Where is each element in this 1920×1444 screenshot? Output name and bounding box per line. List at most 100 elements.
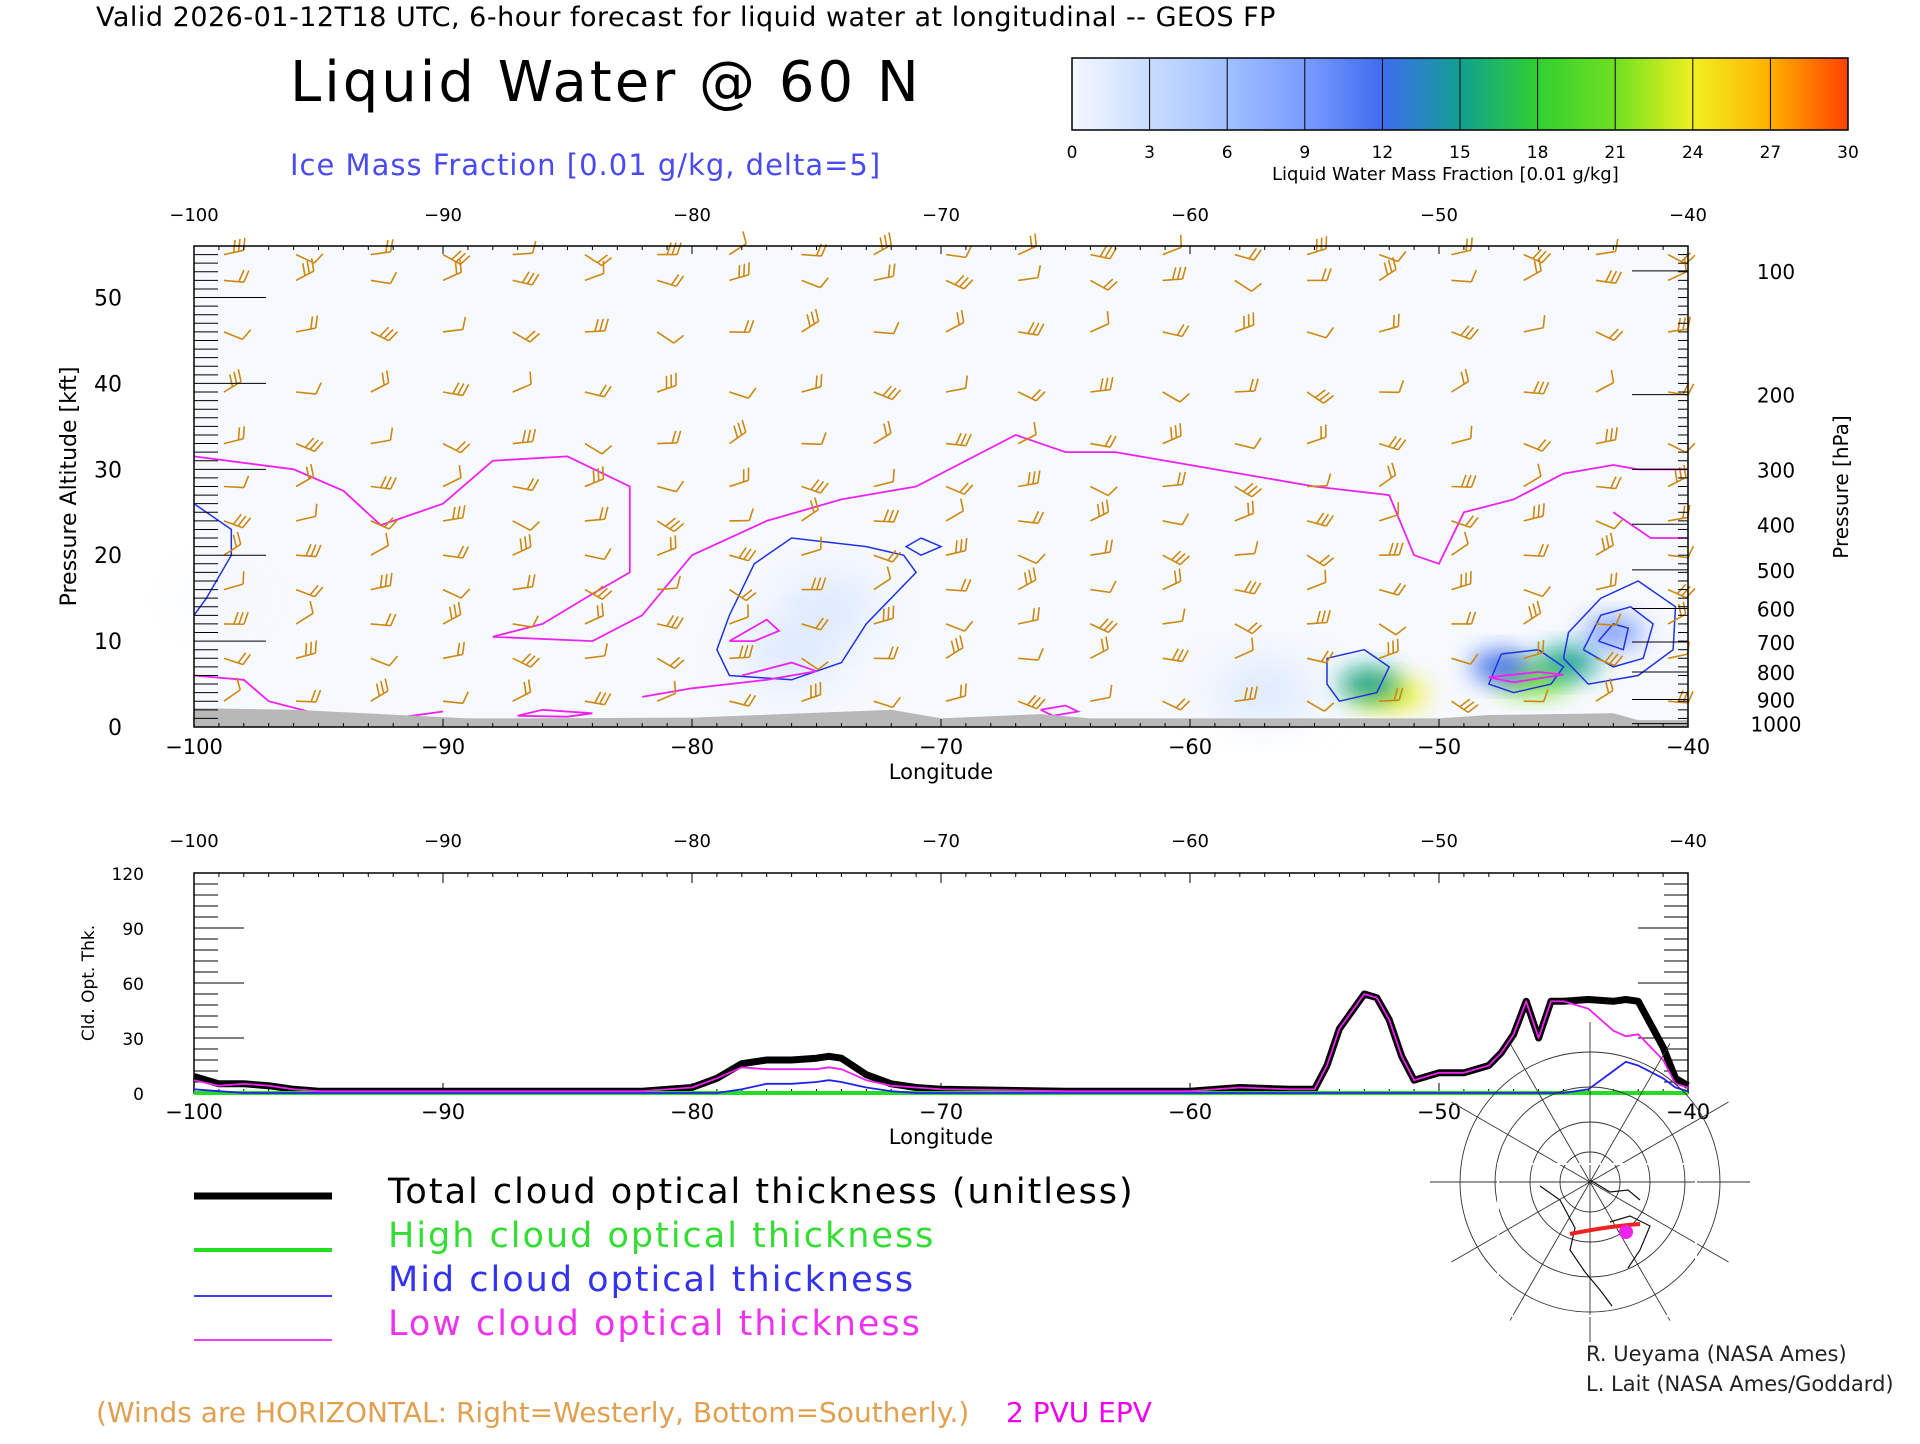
colorbar-tick-label: 27	[1760, 143, 1782, 163]
x-axis-label: Longitude	[889, 760, 993, 784]
legend-high-label: High cloud optical thickness	[388, 1216, 935, 1256]
colorbar: 0 3 6 9 12 15 18 21 24 27 30	[1067, 58, 1859, 163]
lower-x-tick-label: −100	[165, 1100, 223, 1124]
pressure-tick-label: 300	[1757, 458, 1795, 482]
lower-x-tick-label: −60	[1168, 1100, 1212, 1124]
credit-line-2: L. Lait (NASA Ames/Goddard)	[1586, 1372, 1894, 1396]
pressure-tick-label: 700	[1757, 631, 1795, 655]
lower-x-tick-label-top: −40	[1669, 831, 1707, 852]
lower-y-tick-label: 90	[122, 920, 144, 940]
x-tick-label: −40	[1666, 735, 1710, 759]
map-meridian	[1590, 1043, 1670, 1182]
colorbar-segment	[1150, 58, 1228, 130]
lower-x-tick-label: −90	[421, 1100, 465, 1124]
x-tick-label: −100	[165, 735, 223, 759]
colorbar-segment	[1072, 58, 1150, 130]
liquid-water-blob	[1217, 663, 1313, 723]
colorbar-tick-label: 18	[1527, 143, 1549, 163]
x-tick-label: −90	[421, 735, 465, 759]
legend-total-label: Total cloud optical thickness (unitless)	[388, 1172, 1135, 1212]
x-tick-label-top: −50	[1420, 205, 1458, 226]
pressure-tick-label: 800	[1757, 661, 1795, 685]
colorbar-segment	[1770, 58, 1848, 130]
epv-note: 2 PVU EPV	[1006, 1396, 1152, 1429]
pressure-tick-label: 1000	[1751, 713, 1802, 737]
x-tick-label-top: −60	[1171, 205, 1209, 226]
lower-plot-frame	[194, 873, 1688, 1093]
y-tick-label: 40	[94, 372, 122, 397]
pressure-tick-label: 400	[1757, 513, 1795, 537]
colorbar-segment	[1615, 58, 1693, 130]
series-total-line	[194, 994, 1688, 1091]
legend-mid-label: Mid cloud optical thickness	[388, 1260, 915, 1300]
colorbar-segment	[1382, 58, 1460, 130]
y-tick-label: 50	[94, 287, 122, 312]
liquid-water-section: −100 −100 −90 −90 −80 −80 −70 −70 −60 −60 −50 −50 −4…	[57, 205, 1853, 784]
colorbar-tick-label: 12	[1372, 143, 1394, 163]
colorbar-tick-label: 6	[1222, 143, 1233, 163]
lower-x-tick-label-top: −70	[922, 831, 960, 852]
x-tick-label: −50	[1417, 735, 1461, 759]
pressure-tick-label: 900	[1757, 689, 1795, 713]
colorbar-tick-label: 9	[1299, 143, 1310, 163]
legend-low-label: Low cloud optical thickness	[388, 1304, 922, 1344]
x-tick-label-top: −70	[922, 205, 960, 226]
colorbar-label: Liquid Water Mass Fraction [0.01 g/kg]	[1272, 164, 1619, 185]
chart-title: Liquid Water @ 60 N	[290, 50, 922, 115]
colorbar-tick-label: 21	[1604, 143, 1626, 163]
colorbar-tick-label: 0	[1067, 143, 1078, 163]
y-tick-label: 0	[108, 716, 122, 741]
lower-y-tick-label: 0	[133, 1085, 144, 1105]
colorbar-tick-label: 30	[1837, 143, 1859, 163]
lower-x-tick-label: −80	[670, 1100, 714, 1124]
winds-note: (Winds are HORIZONTAL: Right=Westerly, B…	[96, 1396, 969, 1429]
colorbar-tick-label: 15	[1449, 143, 1471, 163]
x-tick-label-top: −40	[1669, 205, 1707, 226]
lower-x-tick-label-top: −100	[169, 831, 218, 852]
y-axis-label: Pressure Altitude [kft]	[57, 367, 82, 607]
colorbar-tick-label: 3	[1144, 143, 1155, 163]
colorbar-tick-label: 24	[1682, 143, 1704, 163]
pressure-tick-label: 600	[1757, 597, 1795, 621]
pressure-tick-label: 500	[1757, 559, 1795, 583]
colorbar-segment	[1460, 58, 1538, 130]
lower-x-axis-label: Longitude	[889, 1125, 993, 1149]
y2-axis-label: Pressure [hPa]	[1829, 415, 1853, 558]
x-tick-label-top: −80	[673, 205, 711, 226]
lower-x-tick-label-top: −80	[673, 831, 711, 852]
lower-x-tick-label: −70	[919, 1100, 963, 1124]
x-tick-label: −70	[919, 735, 963, 759]
x-tick-label-top: −90	[424, 205, 462, 226]
colorbar-segment	[1305, 58, 1383, 130]
pressure-tick-label: 200	[1757, 384, 1795, 408]
pressure-tick-label: 100	[1757, 260, 1795, 284]
ice-contour-label: Ice Mass Fraction [0.01 g/kg, delta=5]	[290, 148, 881, 182]
credit-line-1: R. Ueyama (NASA Ames)	[1586, 1342, 1847, 1366]
valid-time-line: Valid 2026-01-12T18 UTC, 6-hour forecast…	[96, 2, 1276, 33]
y-tick-label: 20	[94, 544, 122, 569]
lower-x-tick-label-top: −50	[1420, 831, 1458, 852]
y-tick-label: 10	[94, 630, 122, 655]
lower-x-tick-label-top: −90	[424, 831, 462, 852]
x-tick-label: −80	[670, 735, 714, 759]
lower-x-tick-label: −40	[1666, 1100, 1710, 1124]
map-background	[1498, 1164, 1696, 1316]
series-low-line	[194, 994, 1688, 1091]
colorbar-segment	[1693, 58, 1771, 130]
colorbar-segment	[1227, 58, 1305, 130]
x-tick-label: −60	[1168, 735, 1212, 759]
map-location-marker	[1619, 1225, 1633, 1239]
map-meridian	[1510, 1043, 1590, 1182]
liquid-water-blob	[1339, 668, 1399, 700]
lower-y-tick-label: 120	[112, 865, 144, 885]
x-tick-label-top: −100	[169, 205, 218, 226]
colorbar-segment	[1538, 58, 1616, 130]
legend-swatches	[194, 1196, 332, 1340]
lower-y-axis-label: Cld. Opt. Thk.	[79, 925, 99, 1041]
lower-x-tick-label-top: −60	[1171, 831, 1209, 852]
optical-thickness-chart: 0 30 60 90 120 −100 −100 −90 −90 −80 −80 −70 −70 −60 −…	[79, 831, 1710, 1149]
lower-y-tick-label: 30	[122, 1030, 144, 1050]
lower-y-tick-label: 60	[122, 975, 144, 995]
